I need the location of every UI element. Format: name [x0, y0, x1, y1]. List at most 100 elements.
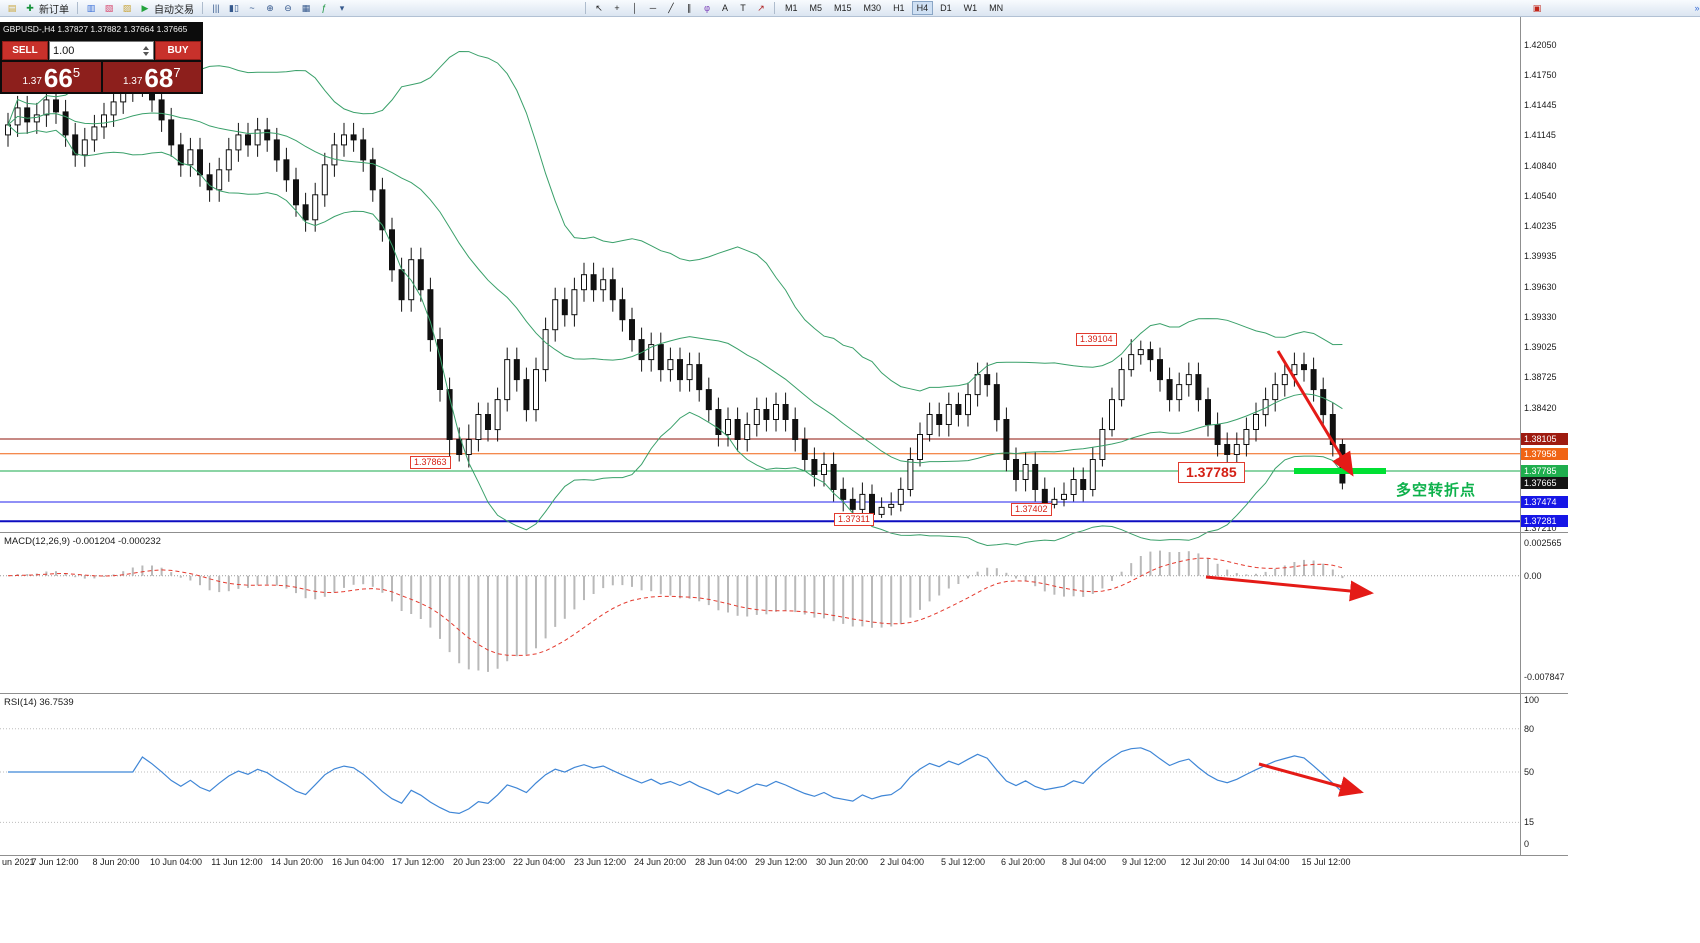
buy-price-sup: 7 [173, 65, 181, 80]
arrows-tool-icon[interactable]: ↗ [757, 2, 765, 13]
price-badge-1.37958: 1.37958 [1521, 447, 1568, 460]
new-order-label[interactable]: 新订单 [39, 4, 69, 16]
timeframe-m1[interactable]: M1 [785, 3, 798, 13]
indicators-list-icon[interactable]: ƒ [321, 2, 327, 13]
price-axis-label: 1.39630 [1524, 281, 1557, 292]
timeframe-m30[interactable]: M30 [863, 3, 882, 13]
rsi-panel-splitter[interactable] [0, 693, 1568, 694]
time-axis-label: 9 Jul 12:00 [1121, 857, 1167, 867]
rsi-axis-label: 15 [1524, 817, 1535, 828]
time-axis-label: 14 Jun 20:00 [270, 857, 324, 867]
price-callout-1.37785[interactable]: 1.37785 [1178, 462, 1245, 483]
time-axis-label: 8 Jul 04:00 [1061, 857, 1107, 867]
time-axis: un 2021 7 Jun 12:00 8 Jun 20:00 10 Jun 04:0… [0, 856, 1560, 870]
sell-button[interactable]: SELL [2, 41, 48, 60]
equidistant-channel-icon[interactable]: ∥ [686, 2, 692, 13]
timeframe-w1[interactable]: W1 [963, 3, 978, 13]
time-axis-label: 11 Jun 12:00 [211, 857, 263, 867]
buy-price-prefix: 1.37 [122, 76, 143, 87]
timeframe-h1[interactable]: H1 [893, 3, 905, 13]
trendline-icon[interactable]: ╱ [668, 2, 674, 13]
macd-axis: 0.002565 0.00 -0.007847 [1521, 533, 1591, 691]
toolbar-separator [585, 2, 586, 14]
time-axis-label: 2 Jul 04:00 [879, 857, 925, 867]
macd-label: MACD(12,26,9) -0.001204 -0.000232 [4, 536, 161, 547]
price-axis-label: 1.39330 [1524, 311, 1557, 322]
text-label-icon[interactable]: T [740, 2, 746, 13]
one-click-panel-toggle-icon[interactable]: ▣ [1532, 3, 1542, 13]
price-axis-label: 1.39935 [1524, 251, 1557, 262]
sell-price-display[interactable]: 1.37 66 5 [2, 62, 101, 92]
price-axis-label: 1.38420 [1524, 402, 1557, 413]
price-axis-label: 1.39025 [1524, 342, 1557, 353]
timeframe-h4[interactable]: H4 [911, 1, 934, 15]
chart-line-icon[interactable]: ~ [249, 2, 255, 13]
fibonacci-retracement-icon[interactable]: φ [704, 2, 710, 13]
rsi-axis-label: 50 [1524, 767, 1535, 777]
price-callout-1.39104[interactable]: 1.39104 [1076, 333, 1117, 346]
chart-candles-icon[interactable]: ▮▯ [229, 2, 239, 13]
volume-down-icon[interactable] [142, 51, 149, 56]
market-watch-icon[interactable]: ▥ [86, 2, 96, 13]
buy-price-big: 68 [144, 63, 174, 93]
timeframe-mn[interactable]: MN [989, 3, 1004, 13]
zoom-in-icon[interactable]: ⊕ [266, 2, 274, 13]
time-axis-label: un 2021 [2, 857, 35, 867]
price-callout-1.37402[interactable]: 1.37402 [1011, 503, 1052, 516]
price-axis-label: 1.40540 [1524, 190, 1557, 201]
price-axis-border [1520, 17, 1521, 856]
price-axis-label: 1.41445 [1524, 100, 1557, 111]
time-axis-label: 17 Jun 12:00 [391, 857, 445, 867]
timeframe-m5[interactable]: M5 [809, 3, 823, 13]
strategy-tester-icon[interactable]: ▨ [122, 2, 132, 13]
timeframe-d1[interactable]: D1 [940, 3, 952, 13]
auto-trading-label[interactable]: 自动交易 [154, 4, 194, 16]
text-icon[interactable]: A [721, 2, 728, 13]
periods-dropdown-icon[interactable]: ▾ [339, 2, 345, 13]
sell-price-big: 66 [43, 63, 73, 93]
toolbar-separator [77, 2, 78, 14]
price-callout-1.37863[interactable]: 1.37863 [410, 456, 451, 469]
sell-price-sup: 5 [72, 65, 81, 80]
price-axis-label: 1.42050 [1524, 39, 1557, 50]
price-axis: 1.42050 1.41750 1.41445 1.41145 1.40840 1.405… [1521, 17, 1591, 532]
price-badge-1.37474: 1.37474 [1521, 496, 1568, 509]
time-axis-label: 7 Jun 12:00 [31, 857, 79, 867]
time-axis-label: 14 Jul 04:00 [1240, 857, 1290, 867]
macd-axis-label: 0.00 [1524, 570, 1542, 581]
toolbar-overflow-icon[interactable]: » [1694, 3, 1700, 13]
macd-panel-splitter[interactable] [0, 532, 1568, 533]
sell-price-prefix: 1.37 [22, 76, 42, 87]
crosshair-icon[interactable]: + [614, 2, 620, 13]
price-callout-1.37311[interactable]: 1.37311 [834, 513, 874, 526]
one-click-trading-panel: GBPUSD-,H4 1.37827 1.37882 1.37664 1.376… [0, 22, 203, 94]
price-axis-label: 1.41750 [1524, 69, 1557, 80]
zoom-out-icon[interactable]: ⊖ [284, 2, 292, 13]
buy-price-display[interactable]: 1.37 68 7 [102, 62, 201, 93]
volume-input[interactable]: 1.00 [49, 41, 154, 60]
vertical-line-icon[interactable]: │ [632, 2, 638, 13]
volume-stepper[interactable] [141, 45, 150, 56]
new-chart-icon[interactable]: ▤ [7, 2, 17, 13]
volume-value: 1.00 [53, 44, 75, 57]
time-axis-label: 16 Jun 04:00 [331, 857, 385, 867]
time-axis-label: 6 Jul 20:00 [1000, 857, 1046, 867]
horizontal-line-icon[interactable]: ─ [649, 2, 657, 13]
chart-bars-icon[interactable]: ||| [212, 2, 220, 13]
data-window-icon[interactable]: ▧ [104, 2, 114, 13]
buy-button[interactable]: BUY [155, 41, 201, 60]
time-axis-label: 5 Jul 12:00 [940, 857, 986, 867]
time-axis-label: 28 Jun 04:00 [694, 857, 748, 867]
time-axis-label: 23 Jun 12:00 [573, 857, 627, 867]
main-toolbar: ▤ ✚ 新订单 ▥ ▧ ▨ ▶ 自动交易 ||| ▮▯ ~ ⊕ ⊖ ▦ ƒ ▾ ↖ + │ ─ ╱ ∥ φ A T ↗ M1 M5 M1… [0, 0, 1700, 17]
volume-up-icon[interactable] [142, 45, 149, 50]
cn-annotation[interactable]: 多空转折点 [1396, 481, 1477, 499]
tile-windows-icon[interactable]: ▦ [301, 2, 311, 13]
chart-plot-area[interactable] [0, 17, 1520, 855]
price-badge-1.37785: 1.37785 [1521, 464, 1568, 477]
new-order-icon[interactable]: ✚ [26, 2, 34, 13]
auto-trading-icon[interactable]: ▶ [141, 2, 149, 13]
timeframe-m15[interactable]: M15 [834, 3, 852, 13]
cursor-icon[interactable]: ↖ [595, 2, 603, 13]
toolbar-separator [202, 2, 203, 14]
